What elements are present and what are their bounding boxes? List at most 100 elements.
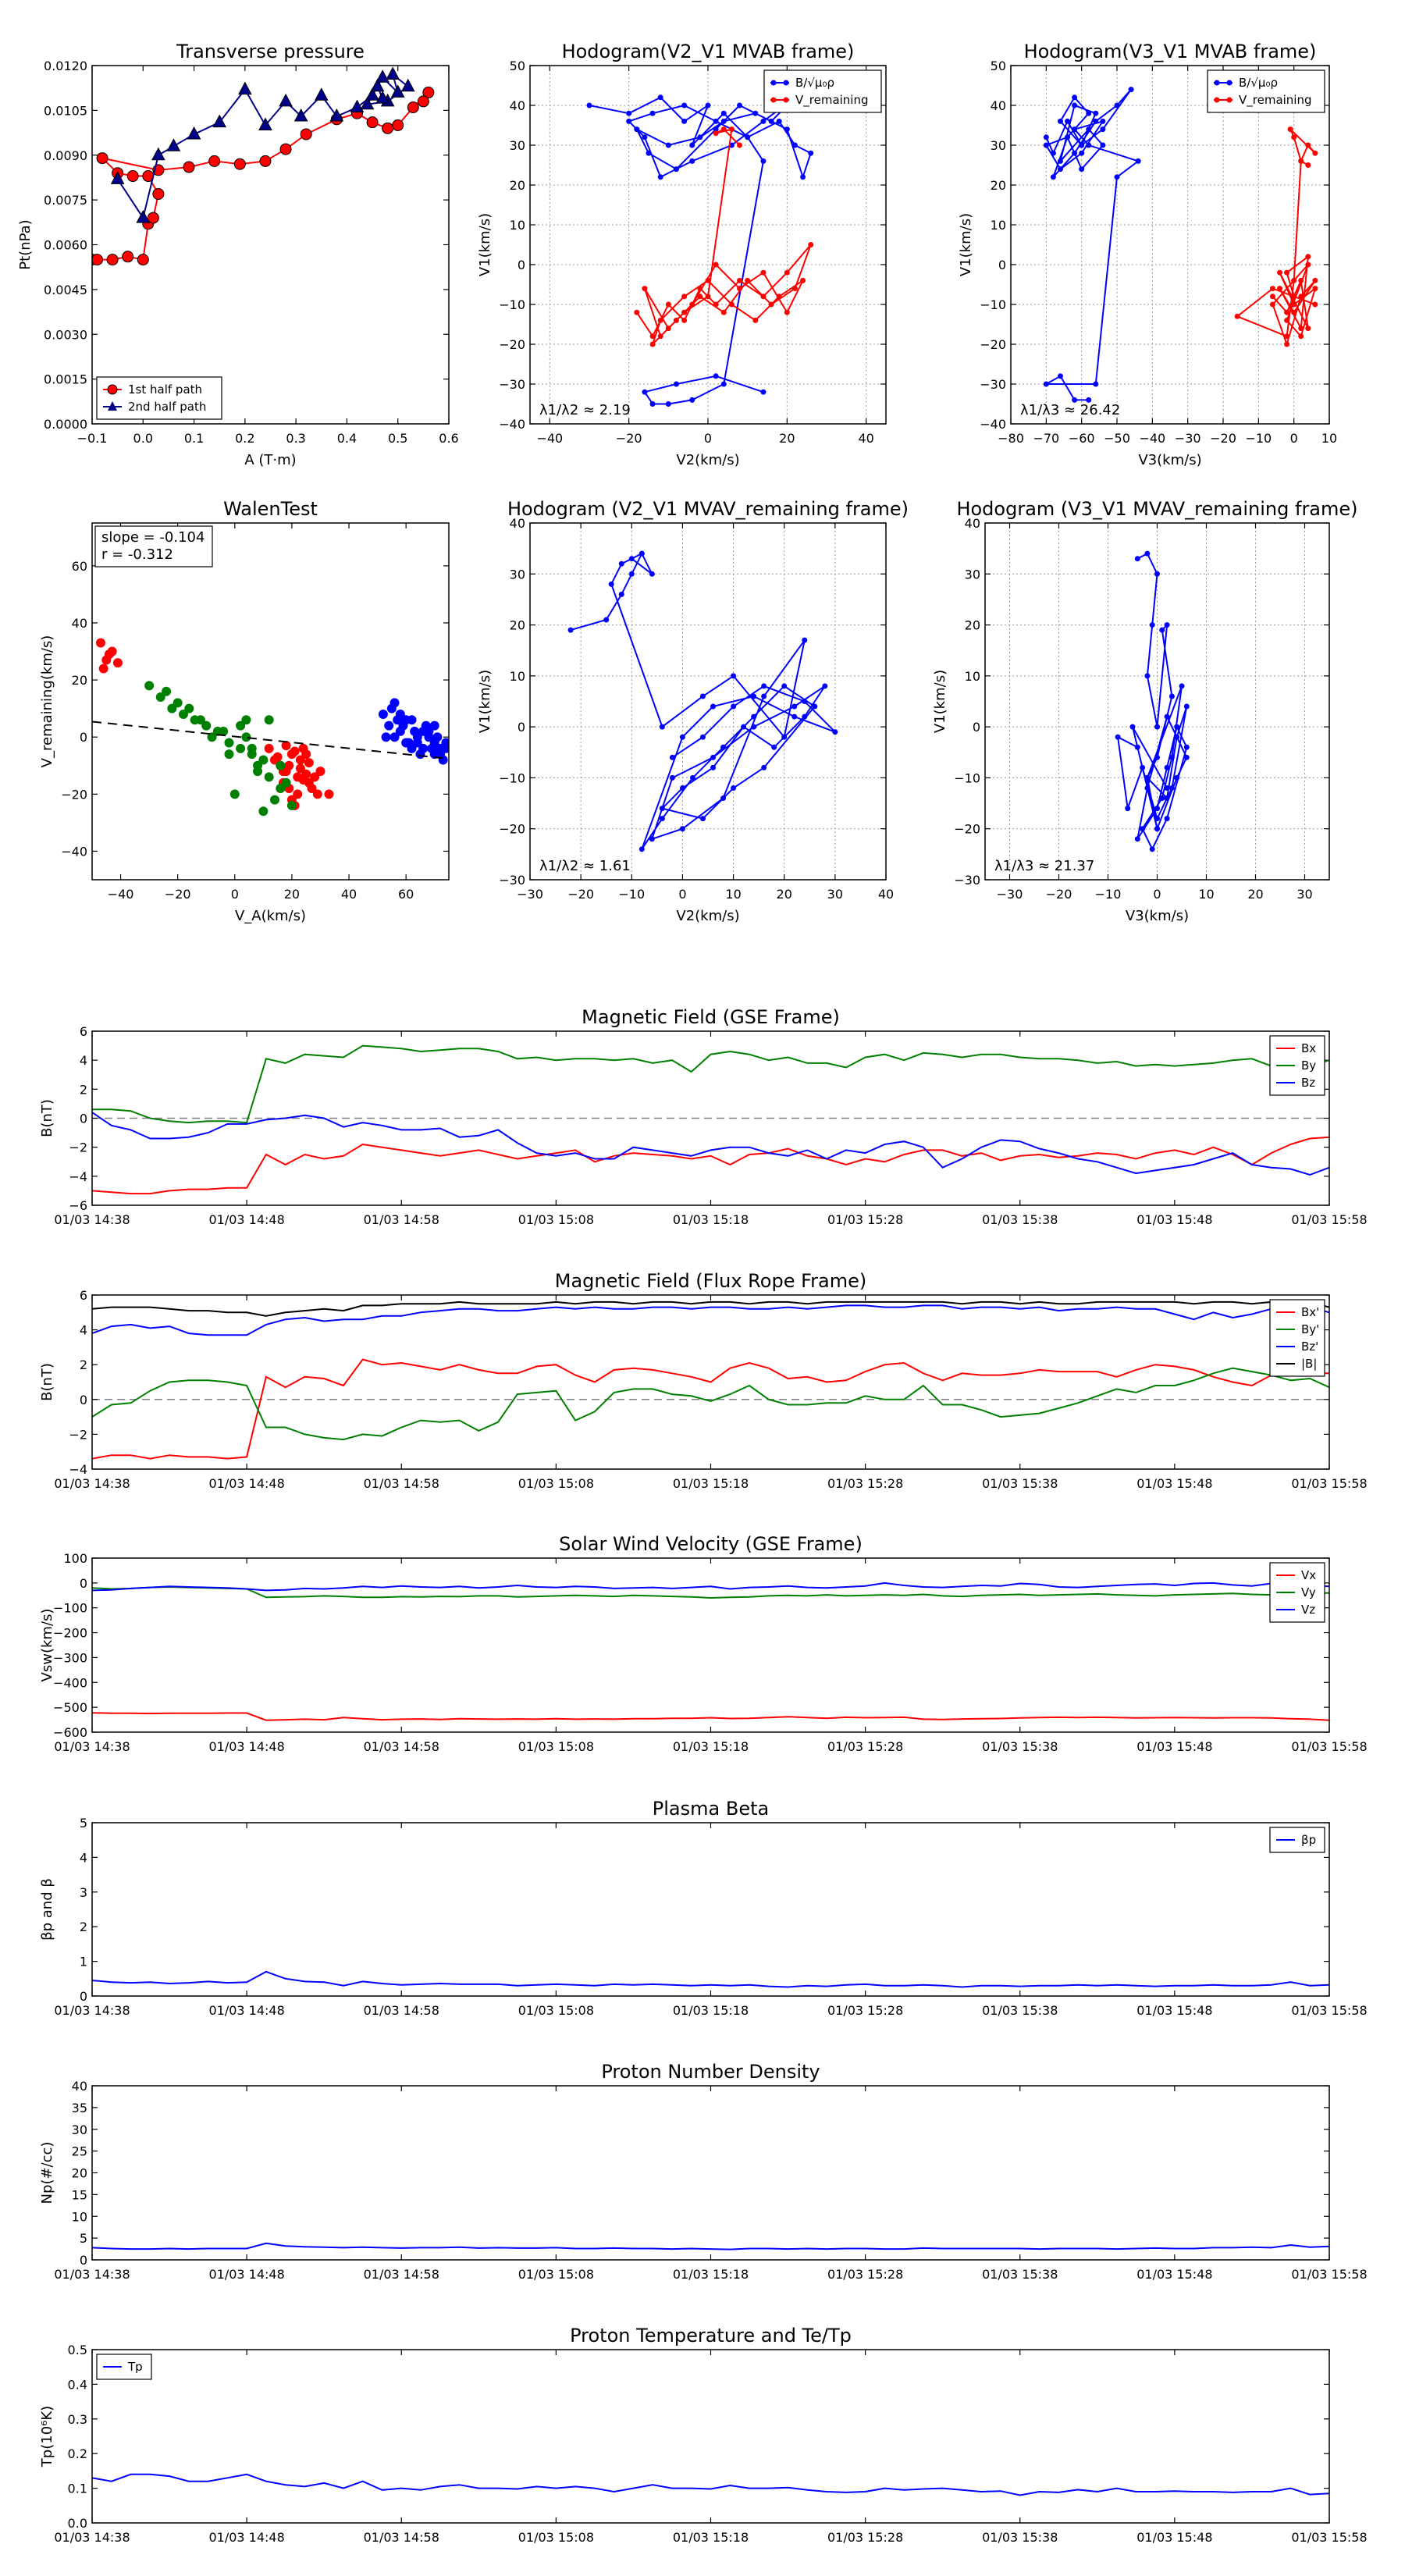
plot-frame — [1010, 65, 1330, 425]
legend-label: βp — [1301, 1833, 1316, 1847]
data-point — [1164, 713, 1170, 720]
x-tick-label: 01/03 15:48 — [1136, 1212, 1212, 1227]
data-point — [1298, 277, 1304, 283]
data-point — [167, 703, 177, 713]
series-line-data — [1116, 552, 1188, 852]
data-marker-triangle — [375, 69, 389, 83]
data-point — [808, 150, 814, 156]
x-tick-label: 01/03 14:38 — [54, 1212, 130, 1227]
fit-line — [92, 720, 449, 760]
data-point — [1159, 795, 1165, 802]
x-tick-label: 01/03 15:58 — [1291, 2003, 1367, 2018]
x-tick-label: 01/03 15:38 — [982, 1739, 1058, 1754]
y-tick-label: −30 — [499, 377, 525, 392]
data-point — [731, 673, 737, 679]
data-point — [657, 317, 663, 323]
x-tick-label: 01/03 14:48 — [208, 1739, 284, 1754]
x-tick-label: −10 — [1245, 431, 1272, 446]
x-tick-label: −40 — [108, 887, 134, 902]
data-point — [1134, 556, 1140, 562]
data-point — [673, 166, 679, 173]
y-tick-label: 10 — [965, 669, 980, 684]
data-point — [737, 142, 743, 148]
data-point — [1174, 774, 1180, 781]
data-point — [720, 126, 727, 133]
chart-title: Solar Wind Velocity (GSE Frame) — [559, 1533, 863, 1555]
data-point — [1269, 294, 1275, 300]
data-point — [751, 693, 757, 699]
x-tick-label: −10 — [618, 887, 645, 902]
eigenvalue-ratio-annotation: λ1/λ3 ≈ 21.37 — [994, 858, 1094, 874]
legend-box — [763, 69, 882, 113]
panel-tp: 01/03 14:38 01/03 14:48 01/03 14:58 01/03 1… — [39, 2325, 1368, 2545]
data-point — [1269, 286, 1275, 292]
y-tick-label: 40 — [510, 98, 525, 113]
y-axis-label: Vsw(km/s) — [39, 1609, 55, 1682]
data-point — [761, 693, 767, 699]
y-tick-label: 40 — [72, 616, 87, 631]
series-group — [567, 550, 838, 852]
x-tick-label: 0.3 — [286, 431, 305, 446]
legend: 1st half path 2nd half path — [96, 376, 222, 420]
data-point — [752, 110, 759, 116]
data-point — [720, 118, 727, 124]
data-point — [791, 703, 798, 710]
x-tick-label: 01/03 15:38 — [982, 2003, 1058, 2018]
data-point — [567, 627, 574, 633]
data-point — [1154, 826, 1160, 832]
data-point — [720, 795, 727, 802]
data-point — [673, 317, 679, 323]
series-line-B — [1043, 88, 1140, 401]
x-tick-label: 0.5 — [388, 431, 407, 446]
x-tick-label: 01/03 15:58 — [1291, 2267, 1367, 2282]
data-point — [219, 726, 229, 736]
x-tick-label: 01/03 15:18 — [673, 2003, 749, 2018]
data-point — [1284, 317, 1290, 323]
data-point — [1298, 294, 1304, 300]
data-point — [1164, 785, 1170, 791]
data-point — [1277, 286, 1283, 292]
legend: Bx' By' Bz' |B| — [1269, 1299, 1325, 1377]
y-tick-label: 0 — [973, 720, 980, 735]
data-point — [1291, 301, 1297, 308]
x-tick-label: 01/03 15:58 — [1291, 1212, 1367, 1227]
x-tick-label: −70 — [1033, 431, 1059, 446]
data-point — [112, 658, 123, 668]
series-group — [92, 2473, 1329, 2496]
y-tick-label: 2 — [80, 1920, 87, 1934]
y-tick-label: −600 — [53, 1725, 87, 1740]
x-tick-label: 01/03 14:48 — [208, 2267, 284, 2282]
data-point — [224, 738, 234, 748]
y-tick-label: 40 — [72, 2079, 87, 2094]
data-marker-triangle — [136, 210, 151, 223]
legend-label: B/√μ₀ρ — [1239, 76, 1278, 90]
data-point — [1079, 166, 1085, 173]
data-point — [173, 698, 183, 708]
data-point — [1050, 174, 1056, 180]
data-point — [626, 110, 632, 116]
y-tick-label: 0 — [80, 730, 87, 745]
y-tick-label: 10 — [510, 218, 525, 233]
y-tick-label: 10 — [72, 2209, 87, 2224]
data-point — [264, 772, 274, 782]
data-point — [155, 692, 165, 703]
data-point — [1168, 785, 1175, 791]
data-point — [679, 826, 685, 832]
data-point — [745, 277, 751, 283]
chart-title: Proton Temperature and Te/Tp — [570, 2325, 852, 2347]
y-tick-label: −40 — [499, 417, 525, 432]
data-point — [253, 767, 263, 777]
data-point — [1144, 785, 1151, 791]
data-point — [1312, 286, 1318, 292]
data-point — [95, 638, 105, 648]
data-point — [731, 785, 737, 791]
x-tick-label: 20 — [284, 887, 300, 902]
data-point — [258, 806, 269, 817]
chart-title: Magnetic Field (Flux Rope Frame) — [555, 1270, 866, 1292]
data-point — [1086, 142, 1092, 148]
data-point — [1057, 158, 1063, 164]
plot-frame — [91, 1557, 1330, 1733]
data-point — [659, 816, 665, 822]
y-tick-label: 15 — [72, 2187, 87, 2202]
data-marker-circle — [382, 122, 394, 134]
